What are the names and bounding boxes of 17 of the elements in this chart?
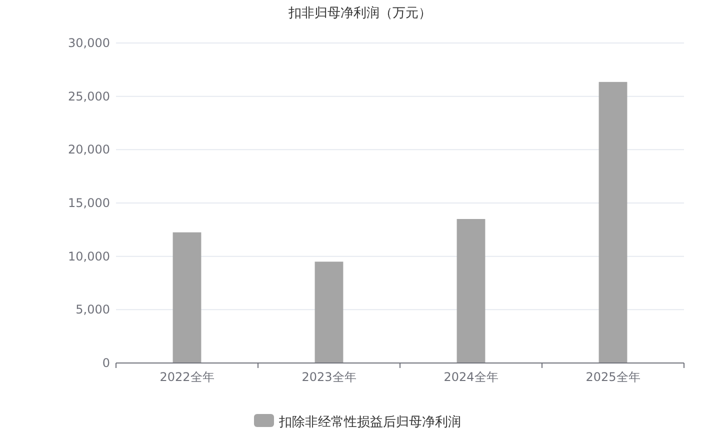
x-tick-label: 2023全年 [302, 370, 356, 384]
y-tick-label: 15,000 [68, 196, 110, 210]
chart-title: 扣非归母净利润（万元） [288, 6, 432, 21]
y-tick-label: 20,000 [68, 142, 110, 157]
legend-label: 扣除非经常性损益后归母净利润 [278, 415, 461, 430]
bar [456, 219, 486, 363]
x-tick-label: 2022全年 [160, 370, 214, 384]
bar [598, 82, 628, 363]
x-tick-label: 2025全年 [586, 370, 640, 384]
bar [172, 232, 202, 363]
y-tick-label: 5,000 [76, 302, 110, 317]
bar [314, 262, 344, 363]
y-tick-label: 10,000 [68, 249, 110, 264]
y-tick-label: 30,000 [68, 36, 110, 50]
y-tick-label: 0 [102, 356, 110, 370]
y-tick-label: 25,000 [68, 89, 110, 104]
x-tick-label: 2024全年 [444, 370, 498, 384]
